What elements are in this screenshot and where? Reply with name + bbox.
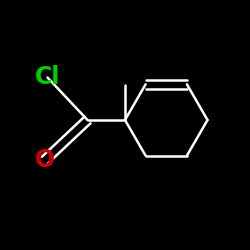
Text: O: O xyxy=(35,148,55,172)
Text: Cl: Cl xyxy=(35,66,60,90)
